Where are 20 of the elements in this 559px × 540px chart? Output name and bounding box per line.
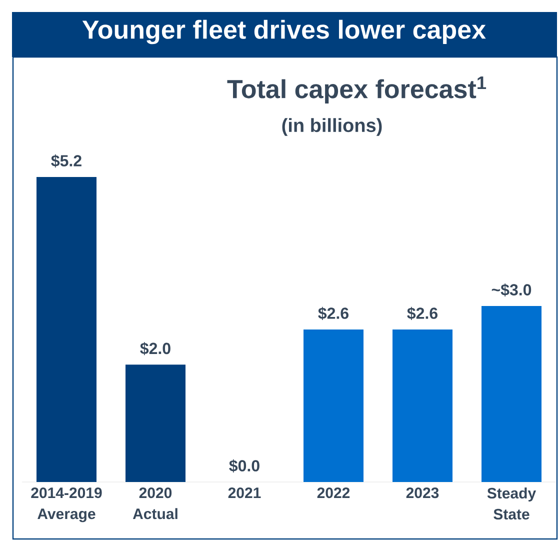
data-label: $2.0 [140, 342, 170, 356]
bar [36, 177, 97, 482]
data-label: ~$3.0 [492, 284, 532, 297]
data-label: $0.0 [229, 460, 260, 473]
data-label: $2.6 [318, 307, 348, 320]
bar [126, 364, 186, 482]
x-tick-label: 2014-2019 Average [31, 488, 102, 522]
chart-title: Younger fleet drives lower capex [82, 20, 486, 44]
x-tick-label: 2021 [228, 488, 261, 498]
x-tick-label: 2023 [406, 488, 439, 498]
x-tick-label: 2022 [317, 488, 350, 498]
data-label: $5.2 [51, 154, 82, 168]
data-label: $2.6 [407, 307, 438, 320]
bar [304, 330, 364, 482]
text: (in billions) [282, 118, 382, 136]
chart-subtitle: Total capex forecast$^{1}$ [227, 76, 486, 104]
x-tick-label: Steady State [487, 488, 536, 520]
bar [482, 306, 542, 482]
bar [392, 330, 453, 482]
x-tick-label: 2020 Actual [132, 488, 178, 520]
